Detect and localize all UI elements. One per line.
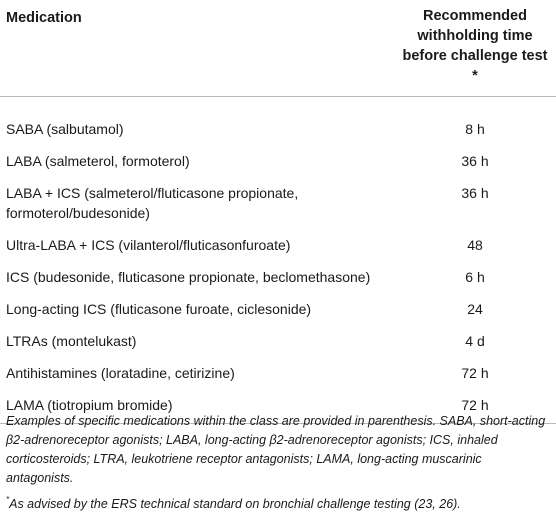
- footnote-asterisk: *As advised by the ERS technical standar…: [6, 490, 552, 514]
- footnote-abbreviations: Examples of specific medications within …: [6, 414, 546, 485]
- medication-cell: SABA (salbutamol): [6, 121, 124, 137]
- withholding-time-cell: 4 d: [465, 333, 485, 349]
- withholding-time-cell: 48: [467, 237, 483, 253]
- withholding-time-cell: 24: [467, 301, 483, 317]
- asterisk-text: As advised by the ERS technical standard…: [9, 497, 461, 511]
- table-footnotes: Examples of specific medications within …: [6, 412, 552, 514]
- table-row: Ultra-LABA + ICS (vilanterol/fluticasonf…: [0, 229, 556, 261]
- medication-withholding-table: Medication Recommended withholding time …: [0, 0, 556, 424]
- withholding-time-cell: 36 h: [461, 153, 489, 169]
- withholding-time-cell: 36 h: [461, 185, 489, 201]
- table-row: Long-acting ICS (fluticasone furoate, ci…: [0, 293, 556, 325]
- medication-cell: Ultra-LABA + ICS (vilanterol/fluticasonf…: [6, 237, 291, 253]
- table-row: LABA + ICS (salmeterol/fluticasone propi…: [0, 177, 556, 229]
- medication-cell: LABA (salmeterol, formoterol): [6, 153, 190, 169]
- medication-cell: Antihistamines (loratadine, cetirizine): [6, 365, 235, 381]
- medication-cell: LTRAs (montelukast): [6, 333, 137, 349]
- header-medication: Medication: [0, 0, 394, 97]
- medication-cell: LAMA (tiotropium bromide): [0, 389, 394, 424]
- asterisk-marker: *: [6, 495, 10, 504]
- table-row: SABA (salbutamol) 8 h: [0, 97, 556, 146]
- withholding-time-cell: 72 h: [394, 389, 556, 424]
- table-header-row: Medication Recommended withholding time …: [0, 0, 556, 97]
- medication-cell: Long-acting ICS (fluticasone furoate, ci…: [6, 301, 312, 317]
- header-withholding-time: Recommended withholding time before chal…: [394, 0, 556, 97]
- table-row: Antihistamines (loratadine, cetirizine) 7…: [0, 357, 556, 389]
- table-row: ICS (budesonide, fluticasone propionate,…: [0, 261, 556, 293]
- withholding-time-cell: 8 h: [465, 121, 485, 137]
- medication-cell: ICS (budesonide, fluticasone propionate,…: [6, 269, 371, 285]
- table-body: SABA (salbutamol) 8 h LABA (salmeterol, fo…: [0, 97, 556, 424]
- withholding-time-cell: 72 h: [461, 365, 489, 381]
- withholding-time-cell: 6 h: [465, 269, 485, 285]
- table-row: LAMA (tiotropium bromide) 72 h: [0, 389, 556, 424]
- table-row: LABA (salmeterol, formoterol) 36 h: [0, 145, 556, 177]
- medication-cell: LABA + ICS (salmeterol/fluticasone propi…: [6, 185, 299, 221]
- table-row: LTRAs (montelukast) 4 d: [0, 325, 556, 357]
